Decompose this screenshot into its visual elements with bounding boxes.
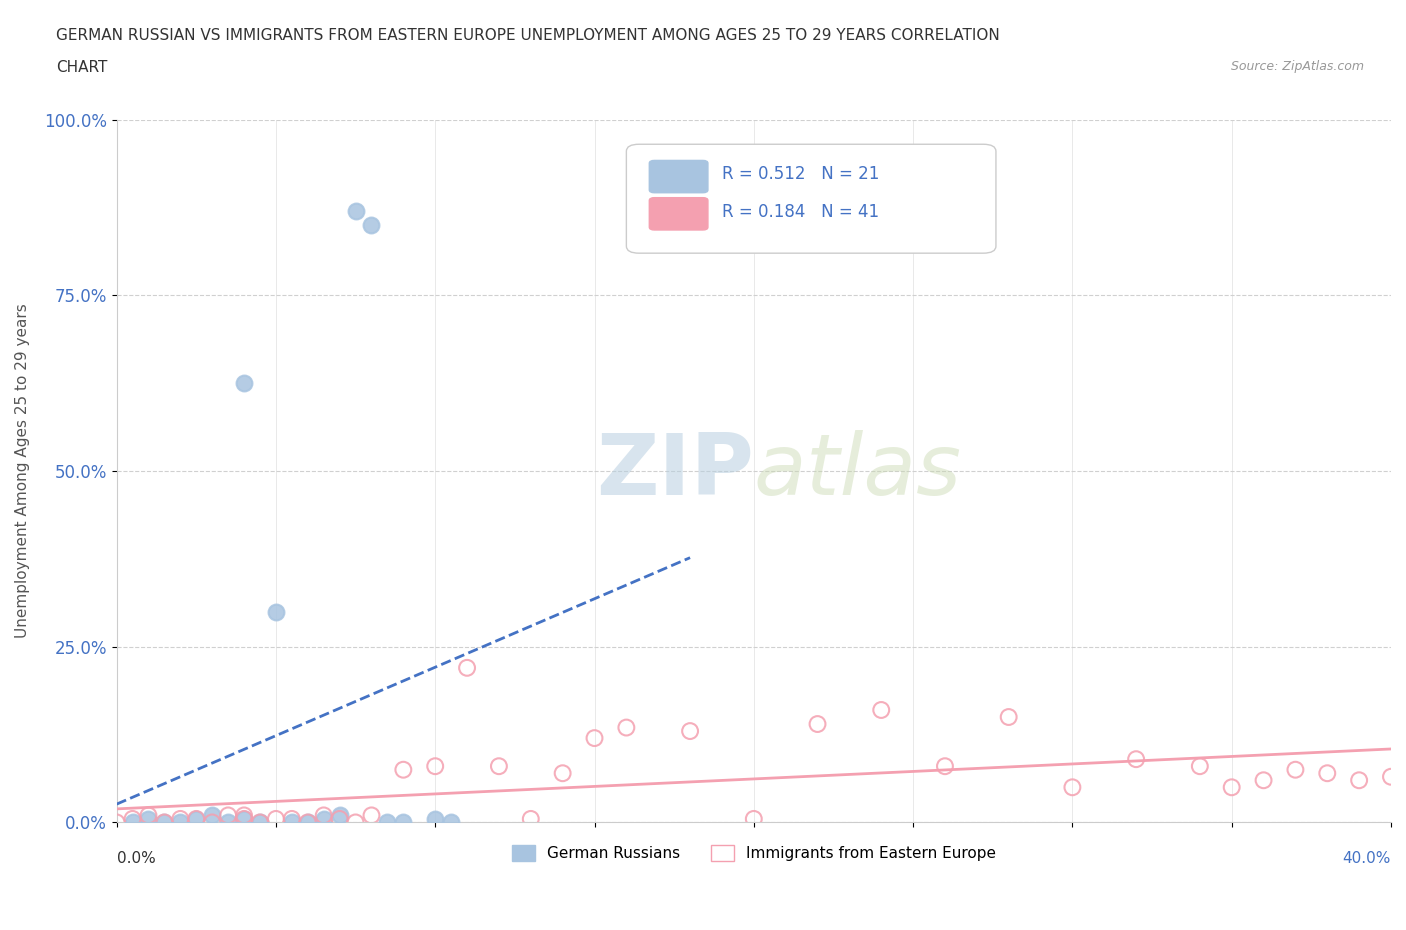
Point [392, 763, 415, 777]
Point [456, 660, 478, 675]
Point [297, 815, 319, 830]
Point [121, 812, 143, 827]
Point [201, 815, 224, 830]
Point [934, 759, 956, 774]
Point [1220, 780, 1243, 795]
Point [329, 808, 352, 823]
Point [217, 808, 239, 823]
Point [186, 812, 208, 827]
Point [233, 376, 256, 391]
Point [425, 759, 447, 774]
Text: atlas: atlas [754, 430, 962, 512]
Point [377, 815, 399, 830]
Point [121, 815, 143, 830]
Point [1284, 763, 1306, 777]
Text: R = 0.512   N = 21: R = 0.512 N = 21 [721, 166, 879, 183]
Point [488, 759, 510, 774]
Point [153, 815, 176, 830]
Point [217, 815, 239, 830]
Point [360, 808, 382, 823]
Point [233, 812, 256, 827]
FancyBboxPatch shape [650, 198, 709, 230]
FancyBboxPatch shape [650, 160, 709, 193]
Point [201, 808, 224, 823]
FancyBboxPatch shape [626, 144, 995, 253]
Point [1348, 773, 1371, 788]
Text: GERMAN RUSSIAN VS IMMIGRANTS FROM EASTERN EUROPE UNEMPLOYMENT AMONG AGES 25 TO 2: GERMAN RUSSIAN VS IMMIGRANTS FROM EASTER… [56, 28, 1000, 43]
Point [1062, 780, 1084, 795]
Point [138, 808, 160, 823]
Text: R = 0.184   N = 41: R = 0.184 N = 41 [721, 203, 879, 220]
Point [1253, 773, 1275, 788]
Point [1379, 769, 1402, 784]
Point [870, 702, 893, 717]
Point [281, 812, 304, 827]
Point [329, 812, 352, 827]
Point [392, 815, 415, 830]
Point [312, 812, 335, 827]
Point [551, 765, 574, 780]
Text: Source: ZipAtlas.com: Source: ZipAtlas.com [1230, 60, 1364, 73]
Point [312, 808, 335, 823]
Point [297, 815, 319, 830]
Legend: German Russians, Immigrants from Eastern Europe: German Russians, Immigrants from Eastern… [506, 839, 1002, 868]
Point [1188, 759, 1211, 774]
Text: 40.0%: 40.0% [1343, 851, 1391, 866]
Point [264, 604, 287, 619]
Text: CHART: CHART [56, 60, 108, 75]
Point [186, 812, 208, 827]
Point [806, 717, 828, 732]
Point [233, 808, 256, 823]
Point [1125, 751, 1147, 766]
Point [520, 812, 543, 827]
Point [153, 815, 176, 830]
Point [281, 815, 304, 830]
Point [169, 815, 191, 830]
Point [344, 815, 367, 830]
Point [997, 710, 1019, 724]
Point [425, 812, 447, 827]
Point [105, 815, 128, 830]
Text: 0.0%: 0.0% [117, 851, 155, 866]
Y-axis label: Unemployment Among Ages 25 to 29 years: Unemployment Among Ages 25 to 29 years [15, 304, 30, 638]
Point [614, 720, 637, 735]
Point [169, 812, 191, 827]
Point [742, 812, 765, 827]
Point [360, 218, 382, 232]
Point [233, 812, 256, 827]
Point [249, 815, 271, 830]
Point [344, 204, 367, 219]
Point [249, 815, 271, 830]
Point [264, 812, 287, 827]
Point [440, 815, 463, 830]
Text: ZIP: ZIP [596, 430, 754, 512]
Point [679, 724, 702, 738]
Point [583, 731, 606, 746]
Point [138, 812, 160, 827]
Point [1316, 765, 1339, 780]
